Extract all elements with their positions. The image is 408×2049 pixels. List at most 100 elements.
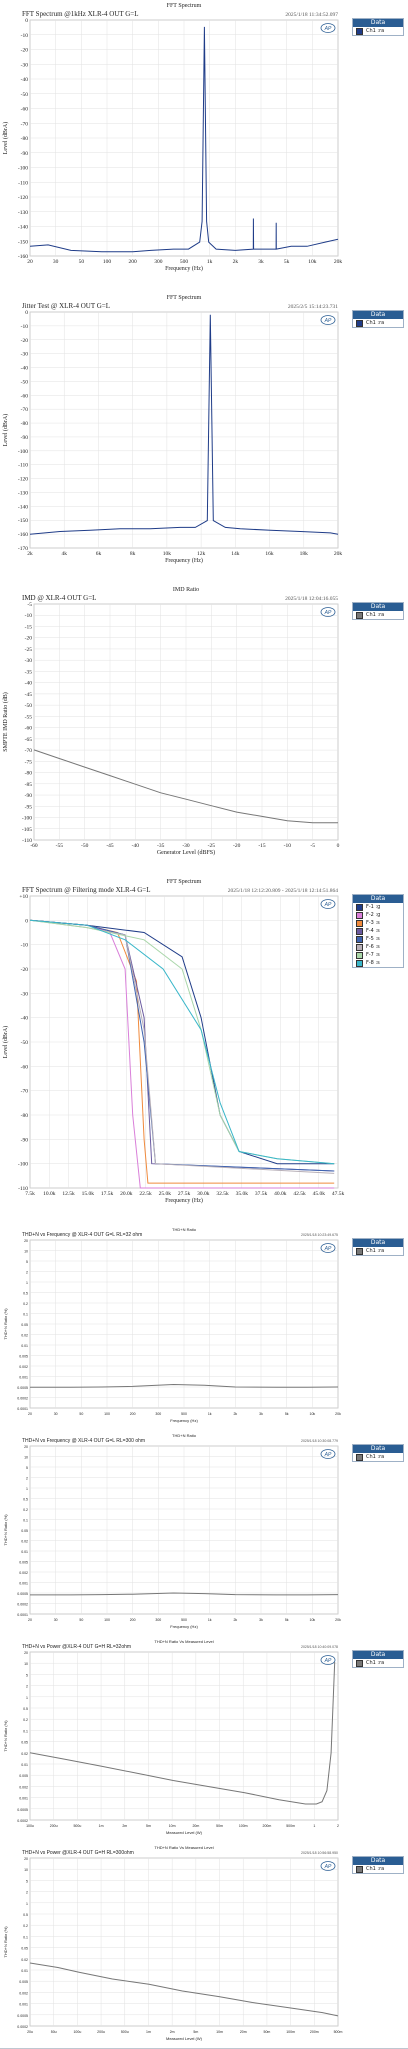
y-axis-label: THD+N Ratio (%): [3, 1720, 8, 1752]
y-tick-label: -60: [21, 1064, 29, 1070]
x-tick-label: 30: [54, 1412, 58, 1416]
y-tick-label: 0.0002: [17, 1819, 28, 1823]
x-tick-label: 35.0k: [236, 1191, 249, 1197]
y-tick-label: -90: [21, 151, 29, 157]
ap-logo: AP: [320, 899, 336, 909]
y-tick-label: -150: [18, 518, 28, 524]
chart-svg: IMD Ratio IMD @ XLR-4 OUT G=L 2025/1/18 12…: [2, 587, 340, 856]
chart-legend[interactable]: Data Ch1 :ra: [352, 1444, 404, 1462]
ap-logo: AP: [320, 1243, 336, 1253]
y-tick-label: 0.2: [23, 1508, 28, 1512]
x-axis-label: Measured Level (W): [166, 2036, 203, 2041]
chart-legend[interactable]: Data Ch1 :ra: [352, 1856, 404, 1874]
legend-entry[interactable]: F-2 :g: [353, 911, 403, 919]
y-tick-label: 0.005: [19, 1774, 28, 1778]
chart-title: THD+N vs Power @XLR-4 OUT G=H RL=300ohm: [22, 1850, 134, 1856]
y-tick-label: -20: [21, 48, 29, 54]
legend-entry[interactable]: F-6 :s: [353, 943, 403, 951]
y-tick-label: 0.02: [21, 1958, 28, 1962]
x-tick-label: 50m: [264, 2030, 271, 2034]
y-tick-label: 1: [26, 1281, 28, 1285]
legend-entry[interactable]: Ch1 :ra: [353, 1247, 403, 1255]
x-tick-label: 200: [129, 259, 138, 265]
chart-legend[interactable]: Data F-1 :g F-2 :g F-3 :s F-4 :s F-5 :s F-6 :s…: [352, 894, 404, 968]
legend-label: Ch1 :ra: [366, 1248, 385, 1254]
legend-label: Ch1 :ra: [366, 28, 385, 34]
chart-header: THD+N Ratio: [172, 1227, 197, 1232]
legend-swatch: [356, 1453, 363, 1461]
y-tick-label: 0.1: [23, 1729, 28, 1733]
legend-entry[interactable]: Ch1 :ra: [353, 319, 403, 327]
legend-entry[interactable]: F-7 :s: [353, 951, 403, 959]
chart-timestamp: 2025/1/18 11:34:52.097: [285, 12, 338, 18]
series-line: [29, 1962, 339, 2017]
legend-title: Data: [353, 603, 403, 611]
legend-entry[interactable]: Ch1 :ra: [353, 27, 403, 35]
chart-panel: FFT Spectrum Jitter Test @ XLR-4 OUT G=L 2…: [0, 292, 408, 585]
series-line: [30, 1383, 339, 1388]
legend-entry[interactable]: Ch1 :ra: [353, 611, 403, 619]
y-tick-label: 0.2: [23, 1924, 28, 1928]
x-tick-label: 10k: [308, 259, 317, 265]
x-axis-label: Generator Level (dBFS): [157, 849, 215, 856]
chart-header: THD+N Ratio Vs Measured Level: [154, 1845, 213, 1850]
legend-label: Ch1 :ra: [366, 1454, 385, 1460]
x-tick-label: 500u: [121, 2030, 129, 2034]
chart-svg: THD+N Ratio THD+N vs Frequency @ XLR-4 OU…: [3, 1433, 341, 1629]
x-tick-label: 6k: [96, 551, 102, 557]
y-tick-label: -80: [21, 1113, 29, 1119]
legend-entry[interactable]: F-8 :s: [353, 959, 403, 967]
y-tick-label: -80: [21, 421, 29, 427]
chart-svg: FFT Spectrum FFT Spectrum @ Filtering mod…: [2, 879, 344, 1204]
x-tick-label: 300: [155, 1618, 161, 1622]
y-tick-label: 0.5: [23, 1707, 28, 1711]
x-tick-label: 20: [27, 259, 33, 265]
x-tick-label: 200u: [50, 1824, 58, 1828]
chart-header: THD+N Ratio Vs Measured Level: [154, 1639, 213, 1644]
x-axis-label: Frequency (Hz): [170, 1624, 198, 1629]
chart-legend[interactable]: Data Ch1 :ra: [352, 1238, 404, 1256]
y-tick-label: -95: [25, 804, 33, 810]
legend-entry[interactable]: F-3 :s: [353, 919, 403, 927]
x-tick-label: 500: [180, 259, 189, 265]
y-tick-label: 10: [24, 1662, 28, 1666]
legend-swatch: [356, 27, 363, 35]
legend-entry[interactable]: F-5 :s: [353, 935, 403, 943]
ap-logo: AP: [320, 1449, 336, 1459]
x-tick-label: 27.5k: [178, 1191, 191, 1197]
x-tick-label: 37.5k: [255, 1191, 268, 1197]
legend-entry[interactable]: Ch1 :ra: [353, 1659, 403, 1667]
x-tick-label: 20: [28, 1412, 32, 1416]
y-axis-label: THD+N Ratio (%): [3, 1926, 8, 1958]
legend-swatch: [356, 911, 363, 919]
x-tick-label: 30: [54, 1618, 58, 1622]
y-tick-label: -30: [25, 658, 33, 664]
legend-entry[interactable]: F-1 :g: [353, 903, 403, 911]
x-tick-label: 50m: [216, 1824, 223, 1828]
chart-header: FFT Spectrum: [167, 3, 202, 9]
x-tick-label: 300: [155, 1412, 161, 1416]
legend-entry[interactable]: Ch1 :ra: [353, 1865, 403, 1873]
y-tick-label: 2: [26, 1891, 28, 1895]
chart-legend[interactable]: Data Ch1 :ra: [352, 1650, 404, 1668]
y-tick-label: 20: [24, 1239, 28, 1243]
x-tick-label: 100: [103, 259, 112, 265]
x-tick-label: 2m: [122, 1824, 127, 1828]
legend-title: Data: [353, 311, 403, 319]
chart-legend[interactable]: Data Ch1 :ra: [352, 602, 404, 620]
x-tick-label: 30.0k: [197, 1191, 210, 1197]
y-tick-label: 10: [24, 1868, 28, 1872]
y-tick-label: 0.5: [23, 1498, 28, 1502]
y-tick-label: -65: [25, 737, 33, 743]
y-tick-label: 0.001: [19, 1376, 28, 1380]
chart-title: Jitter Test @ XLR-4 OUT G=L: [22, 302, 110, 310]
chart-legend[interactable]: Data Ch1 :ra: [352, 18, 404, 36]
x-tick-label: 1m: [146, 2030, 151, 2034]
ap-logo: AP: [320, 607, 336, 617]
legend-entry[interactable]: Ch1 :ra: [353, 1453, 403, 1461]
x-tick-label: 20: [28, 1618, 32, 1622]
legend-entry[interactable]: F-4 :s: [353, 927, 403, 935]
x-tick-label: 2: [337, 1824, 339, 1828]
y-tick-label: 0.005: [19, 1980, 28, 1984]
chart-legend[interactable]: Data Ch1 :ra: [352, 310, 404, 328]
